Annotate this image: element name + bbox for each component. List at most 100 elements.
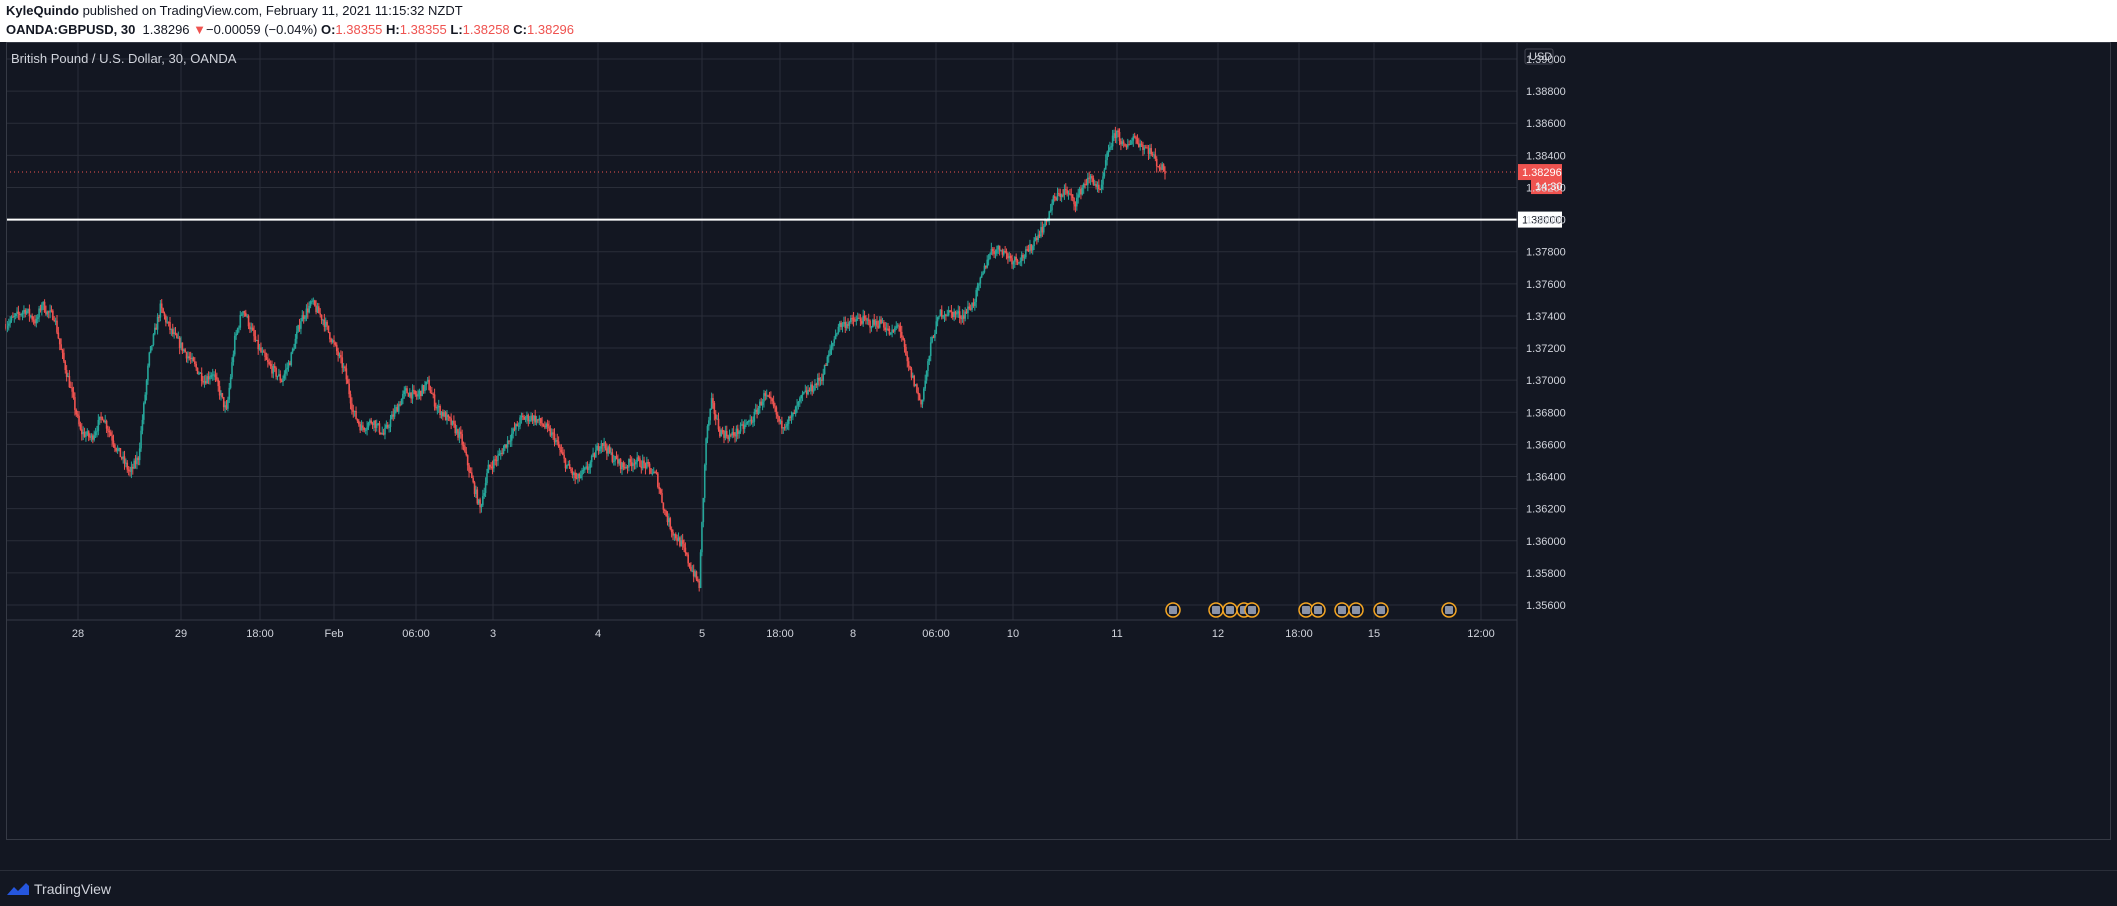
candle-body [980, 274, 983, 278]
event-flag-icon[interactable] [1373, 602, 1389, 618]
candle [913, 374, 915, 388]
candle [236, 327, 239, 336]
candle-body [282, 378, 284, 382]
candle [753, 408, 756, 426]
candle [810, 382, 812, 395]
candle-body [679, 537, 681, 546]
candle [374, 419, 377, 433]
candle [581, 467, 583, 481]
candle-body [618, 459, 621, 464]
tradingview-brand[interactable]: TradingView [34, 881, 112, 897]
candle [903, 338, 906, 353]
candle [444, 410, 447, 421]
candle-body [622, 462, 625, 468]
candle-body [942, 316, 944, 318]
candle [1052, 194, 1055, 206]
candle [505, 444, 508, 449]
candle [499, 450, 502, 460]
candle-body [131, 466, 134, 469]
candle-body [371, 423, 374, 426]
author-name[interactable]: KyleQuindo [6, 3, 79, 18]
candle-body [176, 334, 178, 338]
candle [96, 425, 98, 438]
event-flag-icon[interactable] [1348, 602, 1364, 618]
candle-body [982, 272, 984, 275]
candle [883, 320, 885, 331]
candle [89, 433, 91, 441]
candle-body [148, 352, 151, 366]
candle [1138, 137, 1140, 148]
candle [271, 360, 273, 378]
candle-body [1022, 254, 1024, 258]
candle-body [989, 253, 991, 260]
event-flag-icon[interactable] [1165, 602, 1181, 618]
candle [125, 458, 127, 468]
candle-body [821, 379, 823, 381]
candle-body [787, 416, 790, 424]
candle [97, 414, 100, 436]
candle [673, 533, 676, 541]
candle-body [14, 313, 17, 317]
candle [98, 416, 101, 425]
candle-body [913, 375, 915, 387]
candle [866, 317, 869, 325]
candle-body [1080, 188, 1082, 195]
candle [956, 309, 958, 318]
candle-body [935, 321, 938, 334]
candle [227, 396, 229, 412]
candle-body [112, 440, 115, 445]
candle [815, 382, 818, 389]
candle-body [38, 308, 40, 318]
event-flag-icon[interactable] [1222, 602, 1238, 618]
candle-body [25, 311, 28, 314]
candle-body [1052, 196, 1055, 204]
candle-body [647, 462, 650, 464]
candle-body [83, 431, 86, 437]
candle-body [235, 333, 237, 336]
candle-body [45, 311, 47, 315]
candle [280, 378, 283, 383]
event-flag-icon[interactable] [1441, 602, 1457, 618]
candle-body [399, 404, 401, 406]
candle [636, 451, 638, 468]
candle [1088, 171, 1091, 184]
candle-body [568, 464, 571, 469]
candle-body [789, 416, 791, 418]
price-tick-label: 1.36200 [1526, 504, 1566, 516]
candle [301, 310, 304, 322]
candle-body [192, 357, 195, 362]
economic-events [1165, 602, 1457, 618]
event-flag-icon[interactable] [1244, 602, 1260, 618]
event-flag-icon[interactable] [1310, 602, 1326, 618]
candle [45, 305, 47, 316]
candle-body [545, 423, 548, 428]
candle-body [207, 376, 210, 380]
candle [382, 428, 385, 436]
event-flag-icon[interactable] [1208, 602, 1224, 618]
candle-body [408, 392, 411, 397]
candle [579, 470, 582, 479]
candle [428, 375, 430, 391]
candle [173, 327, 175, 339]
candle [1143, 144, 1146, 155]
candle [907, 357, 910, 372]
candle-body [615, 455, 618, 460]
candle-body [815, 383, 818, 386]
candle-body [16, 311, 18, 314]
candle-body [177, 337, 180, 339]
candle [898, 323, 900, 332]
candle [783, 423, 786, 431]
candle-body [58, 338, 61, 345]
candle [381, 426, 384, 436]
candle-body [79, 424, 82, 430]
candle-body [950, 310, 953, 312]
time-tick-label: 11 [1111, 628, 1122, 640]
candle-body [749, 419, 751, 421]
candle-body [541, 423, 543, 425]
candle [338, 352, 341, 359]
candle [974, 298, 976, 311]
tradingview-logo-icon[interactable] [6, 881, 30, 897]
candle-body [495, 460, 498, 462]
candle-body [741, 424, 743, 426]
